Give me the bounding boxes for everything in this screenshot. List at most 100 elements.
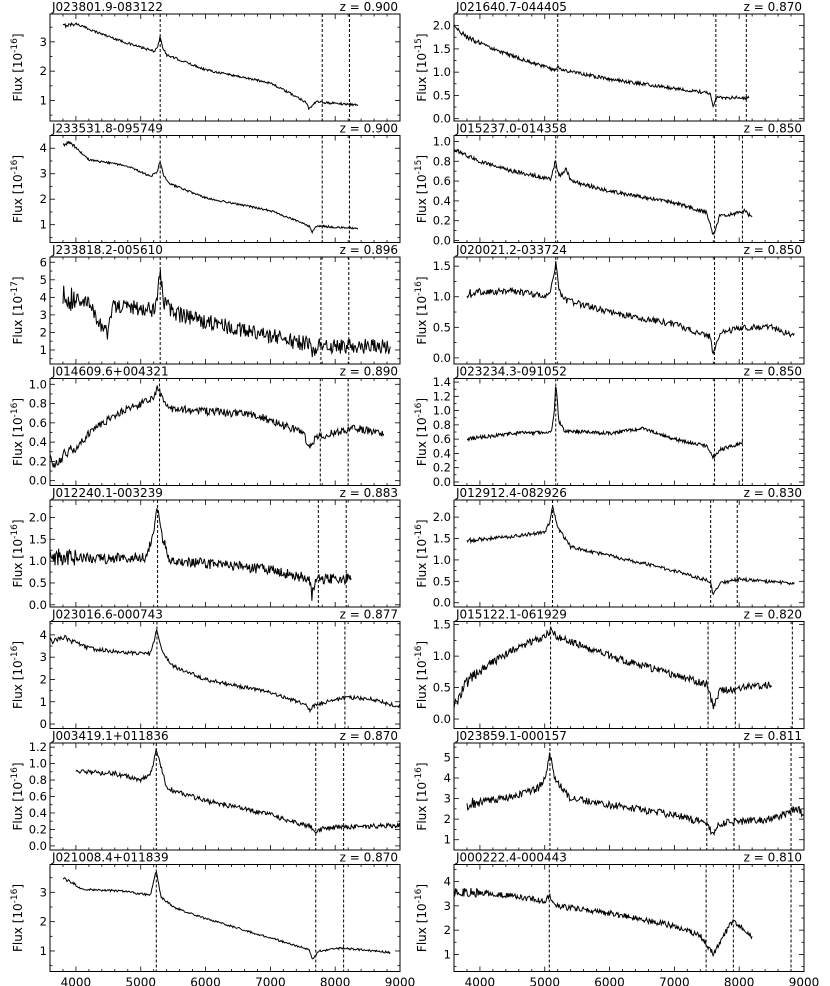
y-tick-label: 1.0: [29, 757, 47, 771]
y-tick-label: 2: [40, 64, 47, 78]
y-tick-label: 1.0: [433, 649, 451, 663]
y-tick-label: 0.0: [433, 112, 451, 126]
panel-frame: [49, 864, 401, 972]
y-tick-label: 0.5: [29, 576, 47, 590]
spectrum-panel: 0.0 0.2 0.4 0.6 0.8 1.0 1.2 Flux [10-16] J003419…: [10, 729, 401, 853]
y-tick-label: 4: [444, 771, 451, 785]
y-tick-label: 1.0: [29, 554, 47, 568]
panel-frame: [453, 256, 805, 365]
panel-title: J023859.1-000157: [455, 729, 567, 743]
y-tick-label: 3: [40, 167, 47, 181]
panel-title: J023234.3-091052: [455, 365, 567, 379]
y-tick-label: 4: [40, 628, 47, 642]
y-axis-label: Flux [10-16]: [414, 641, 429, 709]
panel-frame: [49, 256, 401, 365]
redshift-label: z = 0.870: [340, 851, 398, 865]
y-axis-label: Flux [10-16]: [10, 641, 25, 709]
spectrum-line: [50, 508, 352, 601]
spectrum-panel: 0 1 2 3 4 Flux [10-16] J023016.6-000743 z = 0.8…: [10, 608, 401, 731]
y-tick-label: 1.0: [433, 553, 451, 567]
spectrum-line: [466, 752, 804, 837]
y-tick-label: 0.2: [29, 454, 47, 468]
panel-frame: [49, 378, 401, 486]
redshift-label: z = 0.850: [744, 365, 802, 379]
spectrum-line: [466, 386, 743, 460]
y-axis-label: Flux [10-16]: [10, 519, 25, 587]
panel-frame: [453, 13, 805, 122]
y-tick-label: 1.0: [29, 377, 47, 391]
panel-frame: [49, 499, 401, 608]
y-tick-label: 4: [40, 290, 47, 304]
y-tick-label: 1.4: [433, 375, 451, 389]
y-tick-label: 0.6: [433, 432, 451, 446]
redshift-label: z = 0.900: [340, 122, 398, 136]
spectrum-panel: 4000 5000 6000 7000 8000 9000 1 2 3 4 Flux [10-16]…: [414, 851, 819, 986]
spectrum-line: [62, 871, 391, 960]
y-tick-label: 0.0: [433, 596, 451, 610]
y-tick-label: 1.0: [433, 290, 451, 304]
y-tick-label: 1: [444, 947, 451, 961]
y-tick-label: 0.5: [433, 681, 451, 695]
y-tick-label: 0.5: [433, 88, 451, 102]
x-tick-label: 5000: [529, 976, 560, 986]
y-axis-label: Flux [10-15]: [414, 155, 429, 223]
panel-title: J014609.6+004321: [51, 365, 169, 379]
y-tick-label: 4: [444, 875, 451, 889]
y-tick-label: 1: [40, 695, 47, 709]
x-tick-label: 9000: [385, 976, 416, 986]
y-tick-label: 4: [40, 141, 47, 155]
y-axis-label: Flux [10-16]: [414, 762, 429, 830]
x-tick-label: 6000: [594, 976, 625, 986]
spectrum-line: [50, 627, 400, 714]
panel-title: J015122.1-061929: [455, 608, 567, 622]
spectrum-line: [75, 748, 400, 835]
y-tick-label: 1: [40, 944, 47, 958]
y-axis-label: Flux [10-16]: [10, 398, 25, 466]
panel-frame: [453, 378, 805, 486]
panel-frame: [453, 742, 805, 851]
spectrum-panel: 0.0 0.5 1.0 1.5 2.0 Flux [10-15] J021640.7-044…: [414, 0, 805, 126]
redshift-label: z = 0.883: [340, 486, 398, 500]
spectrum-panel: 1 2 3 Flux [10-16] J023801.9-083122 z = 0.900: [10, 0, 401, 122]
panel-title: J020021.2-033724: [455, 243, 567, 257]
y-tick-label: 3: [444, 792, 451, 806]
spectrum-panel: 1 2 3 4 Flux [10-16] J233531.8-095749 z = 0.90…: [10, 122, 401, 243]
panel-frame: [49, 135, 401, 243]
y-tick-label: 0.0: [433, 351, 451, 365]
panel-frame: [49, 742, 401, 851]
spectrum-line: [62, 21, 359, 111]
panel-frame: [453, 135, 805, 243]
panel-frame: [453, 864, 805, 972]
redshift-label: z = 0.900: [340, 0, 398, 14]
y-tick-label: 2.0: [29, 510, 47, 524]
panel-title: J015237.0-014358: [455, 122, 567, 136]
y-tick-label: 1.5: [29, 532, 47, 546]
y-tick-label: 2: [444, 812, 451, 826]
redshift-label: z = 0.830: [744, 486, 802, 500]
redshift-label: z = 0.820: [744, 608, 802, 622]
y-tick-label: 3: [40, 885, 47, 899]
y-tick-label: 2: [40, 192, 47, 206]
redshift-label: z = 0.877: [340, 608, 398, 622]
y-tick-label: 1.2: [29, 740, 47, 754]
y-tick-label: 3: [444, 899, 451, 913]
y-tick-label: 0.8: [433, 154, 451, 168]
y-tick-label: 1: [40, 218, 47, 232]
y-tick-label: 0.8: [29, 773, 47, 787]
y-tick-label: 0.8: [29, 397, 47, 411]
y-tick-label: 3: [40, 650, 47, 664]
y-tick-label: 5: [444, 750, 451, 764]
y-axis-label: Flux [10-16]: [10, 762, 25, 830]
y-tick-label: 0.0: [433, 475, 451, 489]
y-tick-label: 2.0: [433, 19, 451, 33]
redshift-label: z = 0.896: [340, 243, 398, 257]
panel-title: J233818.2-005610: [51, 243, 163, 257]
y-tick-label: 0.0: [29, 839, 47, 853]
spectrum-panel: 1 2 3 4 5 6 Flux [10-17] J233818.2-005610 z = 0.…: [10, 243, 401, 365]
y-tick-label: 0.0: [29, 474, 47, 488]
spectrum-line: [50, 385, 385, 468]
y-tick-label: 0: [40, 717, 47, 731]
x-tick-label: 7000: [255, 976, 286, 986]
y-tick-label: 1: [40, 93, 47, 107]
